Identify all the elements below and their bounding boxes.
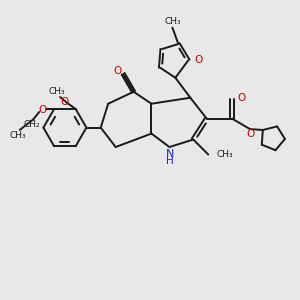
Text: CH₃: CH₃ [164,16,181,26]
Text: CH₂: CH₂ [23,120,40,129]
Text: O: O [113,66,121,76]
Text: CH₃: CH₃ [9,131,26,140]
Text: O: O [60,97,68,106]
Text: H: H [166,156,174,166]
Text: CH₃: CH₃ [217,150,233,159]
Text: O: O [238,93,246,103]
Text: CH₃: CH₃ [49,87,65,96]
Text: O: O [246,130,254,140]
Text: O: O [195,56,203,65]
Text: O: O [39,106,47,116]
Text: N: N [166,148,174,159]
